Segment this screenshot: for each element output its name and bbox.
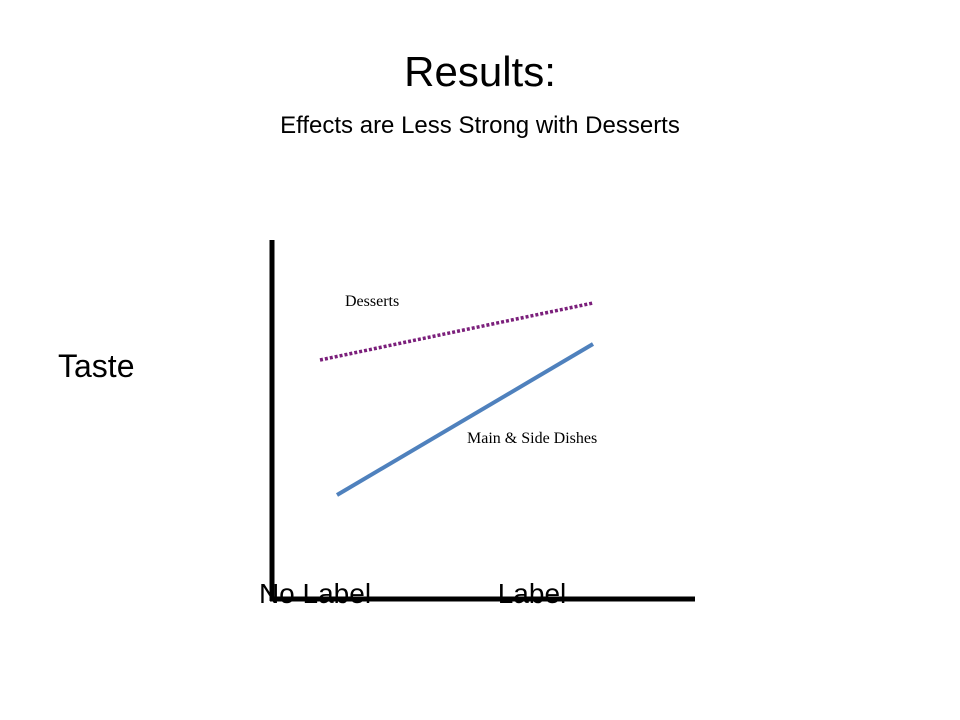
title: Results: [404,48,556,95]
desserts-label: Desserts [345,293,399,310]
main-dishes-label: Main & Side Dishes [467,430,597,447]
x-label: No Label [259,578,371,609]
x-label: Label [498,578,567,609]
y-label: Taste [58,348,134,384]
subtitle: Effects are Less Strong with Desserts [280,112,680,139]
desserts-line [319,301,594,362]
main-dishes-line [335,342,595,497]
